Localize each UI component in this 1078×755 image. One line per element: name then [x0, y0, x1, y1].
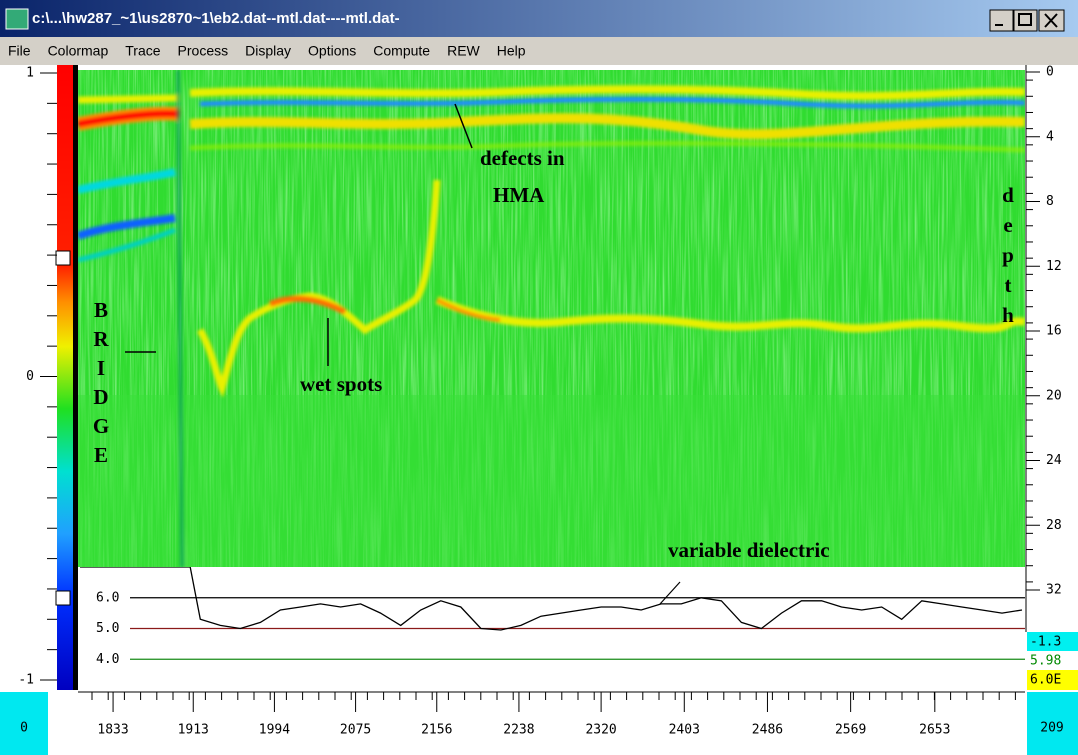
tick-label: 16 [1046, 324, 1062, 339]
title-bar [0, 0, 1078, 37]
tick-label: 20 [1046, 388, 1062, 403]
menu-item[interactable]: Compute [373, 43, 430, 59]
readout: 6.0E [1030, 673, 1061, 688]
annotation: wet spots [300, 372, 382, 396]
tick-label: 2569 [835, 723, 866, 738]
colorbar-panel [0, 65, 57, 690]
tick-label: 1913 [178, 723, 209, 738]
menu-item[interactable]: Help [497, 43, 526, 59]
tick-label: 24 [1046, 453, 1062, 468]
menu-item[interactable]: Process [178, 43, 229, 59]
tick-label: 1833 [97, 723, 128, 738]
tick-label: 4.0 [96, 652, 119, 667]
tick-label: 2403 [669, 723, 700, 738]
dielectric-trace [80, 567, 1023, 631]
tick-label: 0 [1046, 65, 1054, 80]
depth-axis-panel [1025, 65, 1078, 632]
menu-item[interactable]: Options [308, 43, 356, 59]
readout-box [1027, 632, 1078, 651]
menu-item[interactable]: REW [447, 43, 480, 59]
window-buttons[interactable] [989, 9, 1065, 32]
tick-label: 1 [26, 66, 34, 81]
tick-label: 32 [1046, 583, 1062, 598]
menu-item[interactable]: Trace [125, 43, 160, 59]
app-icon [5, 8, 29, 30]
depth-axis-label: depth [1002, 183, 1014, 327]
readout: 5.98 [1030, 654, 1061, 669]
tick-label: 2320 [585, 723, 616, 738]
annotation: defects in [480, 146, 565, 170]
annotation-pointer [454, 103, 473, 149]
tick-label: 28 [1046, 518, 1062, 533]
readout: -1.3 [1030, 635, 1061, 650]
minimize-button[interactable] [989, 9, 1014, 32]
readout-box [1027, 670, 1078, 690]
tick-label: 2075 [340, 723, 371, 738]
annotation-pointer [659, 581, 681, 605]
corner-value: 209 [1040, 721, 1063, 736]
menu-item[interactable]: Display [245, 43, 291, 59]
tick-label: 8 [1046, 194, 1054, 209]
tick-label: 0 [26, 369, 34, 384]
colorbar [57, 65, 73, 690]
tick-label: 6.0 [96, 590, 119, 605]
window-title: c:\...\hw287_~1\us2870~1\eb2.dat--mtl.da… [32, 10, 400, 27]
trace-axis-panel [0, 690, 1078, 755]
annotation-vertical: BRIDGE [92, 298, 110, 467]
corner-value: 0 [20, 721, 28, 736]
tick-label: 5.0 [96, 621, 119, 636]
colorbar-handle[interactable] [55, 250, 71, 266]
tick-label: 12 [1046, 259, 1062, 274]
menu-item[interactable]: Colormap [48, 43, 109, 59]
divider [73, 65, 78, 690]
tick-label: -1 [18, 673, 34, 688]
menu-item[interactable]: File [8, 43, 31, 59]
radargram [78, 70, 1025, 567]
corner-box [1027, 692, 1078, 755]
tick-label: 2653 [919, 723, 950, 738]
colorbar-handle[interactable] [55, 590, 71, 606]
tick-label: 2238 [503, 723, 534, 738]
annotation: HMA [493, 183, 545, 207]
menu-bar [0, 37, 1078, 65]
readout-box [1027, 651, 1078, 670]
tick-label: 2156 [421, 723, 452, 738]
tick-label: 1994 [259, 723, 290, 738]
tick-label: 4 [1046, 129, 1054, 144]
annotation: variable dielectric [668, 538, 830, 562]
corner-box [0, 692, 48, 755]
tick-label: 2486 [752, 723, 783, 738]
